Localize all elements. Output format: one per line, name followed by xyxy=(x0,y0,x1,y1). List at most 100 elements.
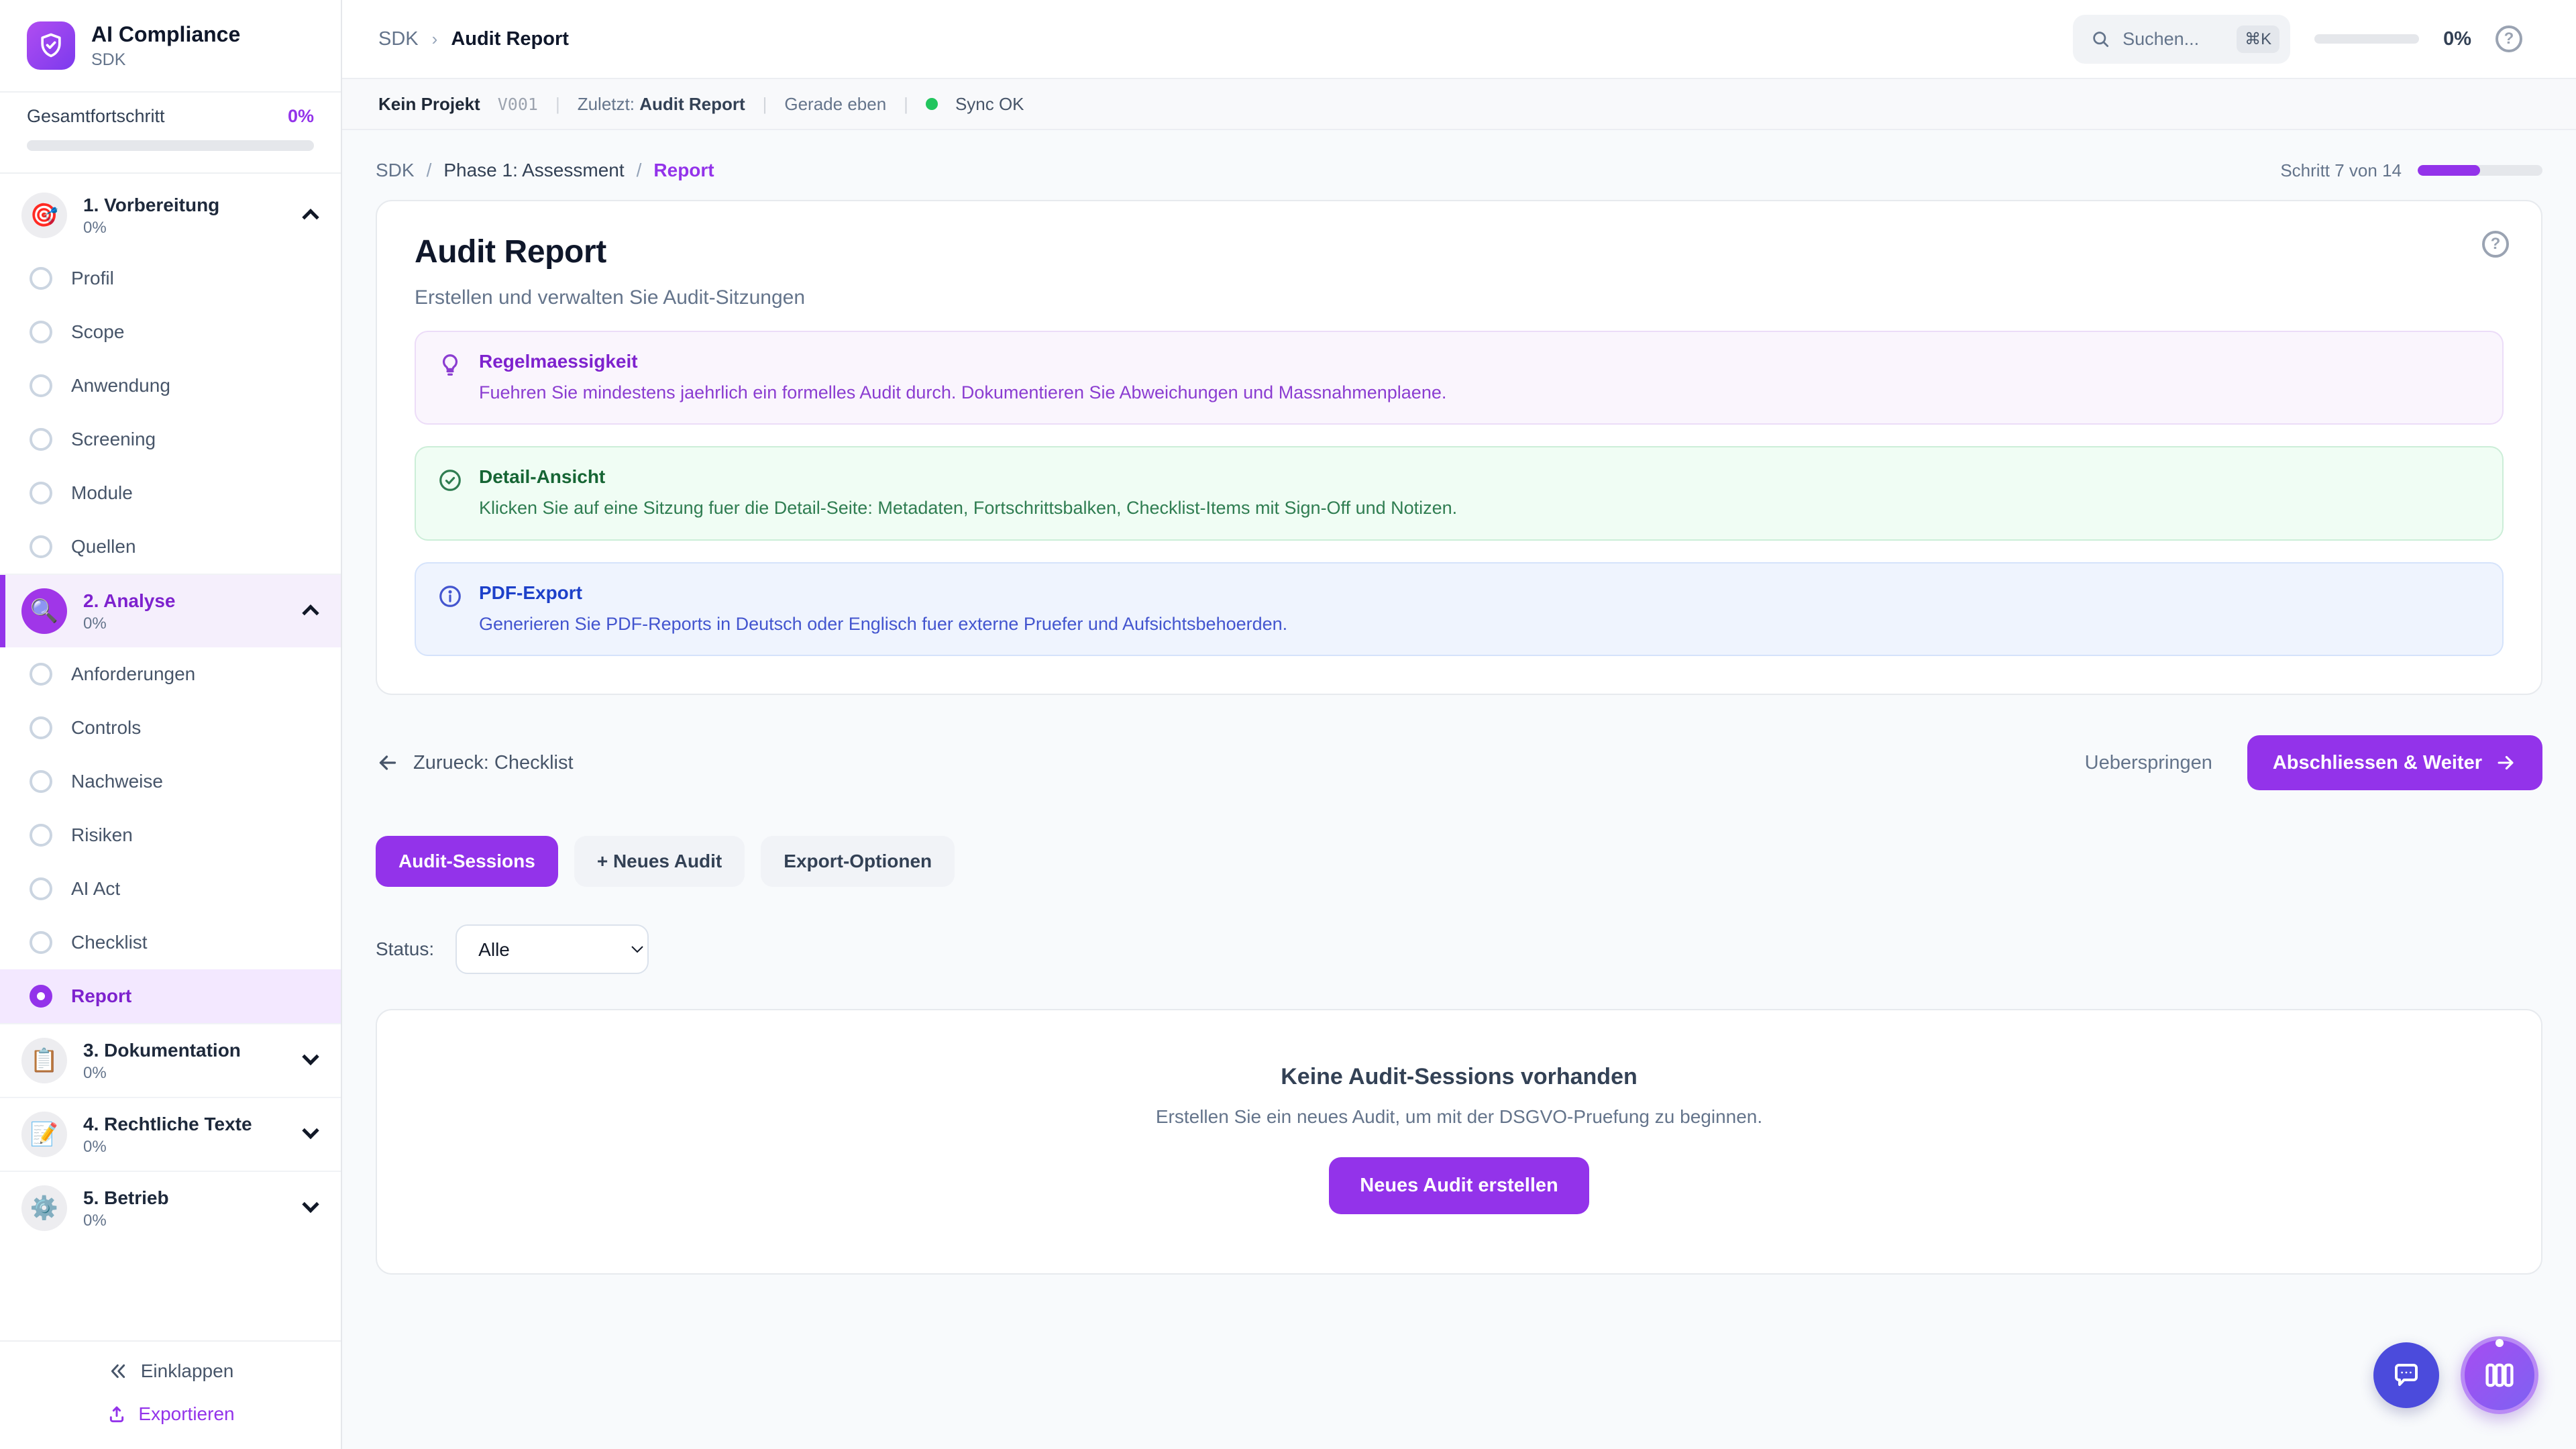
sidebar-item-risiken[interactable]: Risiken xyxy=(0,808,341,862)
sidebar-item-controls[interactable]: Controls xyxy=(0,701,341,755)
sidebar-item-checklist[interactable]: Checklist xyxy=(0,916,341,969)
info-box-title: PDF-Export xyxy=(479,582,582,603)
gear-icon: ⚙️ xyxy=(21,1185,67,1231)
breadcrumb-current: Audit Report xyxy=(451,28,569,50)
back-button[interactable]: Zurueck: Checklist xyxy=(376,751,574,775)
sidebar: AI Compliance SDK Gesamtfortschritt 0% 🎯… xyxy=(0,0,342,1449)
radio-icon xyxy=(30,716,52,739)
info-box-pdf-export: PDF-Export Generieren Sie PDF-Reports in… xyxy=(415,561,2504,657)
info-box-title: Detail-Ansicht xyxy=(479,466,606,488)
topbar: SDK › Audit Report ⌘K 0% ? xyxy=(342,0,2576,79)
empty-state-text: Erstellen Sie ein neues Audit, um mit de… xyxy=(1155,1106,1763,1128)
sidebar-section-betrieb: ⚙️ 5. Betrieb 0% xyxy=(0,1171,341,1244)
app-logo xyxy=(27,21,75,70)
search-input[interactable] xyxy=(2123,28,2225,50)
sidebar-item-profil[interactable]: Profil xyxy=(0,252,341,305)
page-subtitle: Erstellen und verwalten Sie Audit-Sitzun… xyxy=(415,286,806,309)
sidebar-item-module[interactable]: Module xyxy=(0,466,341,520)
radio-icon xyxy=(30,428,52,451)
tab-export-optionen[interactable]: Export-Optionen xyxy=(761,836,955,888)
floating-buttons xyxy=(2373,1336,2538,1414)
app-subtitle: SDK xyxy=(91,50,126,69)
radio-icon xyxy=(30,931,52,954)
sidebar-item-quellen[interactable]: Quellen xyxy=(0,520,341,574)
sidebar-section-header-rechtliche-texte[interactable]: 📝 4. Rechtliche Texte 0% xyxy=(0,1098,341,1171)
skip-button[interactable]: Ueberspringen xyxy=(2084,751,2212,773)
breadcrumb-separator: / xyxy=(426,160,432,180)
create-audit-button[interactable]: Neues Audit erstellen xyxy=(1329,1157,1589,1215)
sidebar-item-report[interactable]: Report xyxy=(0,969,341,1023)
back-label: Zurueck: Checklist xyxy=(413,751,574,773)
status-filter-select[interactable]: Alle xyxy=(455,924,649,975)
sidebar-section-header-betrieb[interactable]: ⚙️ 5. Betrieb 0% xyxy=(0,1172,341,1244)
sidebar-footer: Einklappen Exportieren xyxy=(0,1340,341,1449)
sidebar-item-nachweise[interactable]: Nachweise xyxy=(0,755,341,808)
radio-icon xyxy=(30,770,52,793)
tab-audit-sessions[interactable]: Audit-Sessions xyxy=(376,836,558,888)
breadcrumb-sdk[interactable]: SDK xyxy=(376,160,415,180)
board-fab[interactable] xyxy=(2461,1336,2538,1414)
breadcrumb-phase[interactable]: Phase 1: Assessment xyxy=(443,160,625,180)
header-progress-value: 0% xyxy=(2443,28,2471,50)
radio-icon xyxy=(30,824,52,847)
sync-status-dot xyxy=(925,98,938,110)
radio-icon xyxy=(30,374,52,397)
search-box[interactable]: ⌘K xyxy=(2073,14,2291,64)
sidebar-nav: 🎯 1. Vorbereitung 0% Profil Scope Anwend… xyxy=(0,174,341,1340)
sidebar-section-header-vorbereitung[interactable]: 🎯 1. Vorbereitung 0% xyxy=(0,179,341,252)
sidebar-item-label: Screening xyxy=(71,429,156,449)
sidebar-item-label: Quellen xyxy=(71,536,136,557)
sidebar-item-scope[interactable]: Scope xyxy=(0,305,341,359)
info-box-regelmaessigkeit: Regelmaessigkeit Fuehren Sie mindestens … xyxy=(415,331,2504,425)
radio-icon xyxy=(30,482,52,504)
search-icon xyxy=(2093,32,2109,47)
project-name: Kein Projekt xyxy=(378,93,480,114)
overall-progress-block: Gesamtfortschritt 0% xyxy=(0,91,341,174)
empty-state-title: Keine Audit-Sessions vorhanden xyxy=(1281,1064,1638,1090)
breadcrumb-separator: › xyxy=(431,28,438,49)
collapse-sidebar-button[interactable]: Einklappen xyxy=(107,1360,234,1382)
last-label: Zuletzt: xyxy=(577,93,635,114)
finish-next-button[interactable]: Abschliessen & Weiter xyxy=(2247,735,2542,791)
radio-icon xyxy=(30,321,52,343)
collapse-label: Einklappen xyxy=(140,1360,234,1381)
sidebar-section-header-dokumentation[interactable]: 📋 3. Dokumentation 0% xyxy=(0,1024,341,1097)
sidebar-item-anforderungen[interactable]: Anforderungen xyxy=(0,647,341,701)
step-progress-group: Schritt 7 von 14 xyxy=(2280,160,2542,181)
clipboard-icon: 📋 xyxy=(21,1038,67,1083)
card-help-button[interactable]: ? xyxy=(2482,231,2509,258)
sidebar-section-vorbereitung: 🎯 1. Vorbereitung 0% Profil Scope Anwend… xyxy=(0,179,341,574)
topbar-breadcrumb: SDK › Audit Report xyxy=(378,28,569,50)
info-circle-icon xyxy=(439,586,461,607)
sidebar-header: AI Compliance SDK xyxy=(0,0,341,91)
last-value: Audit Report xyxy=(639,93,745,114)
sidebar-item-label: Controls xyxy=(71,717,142,738)
section-title: 2. Analyse xyxy=(83,590,176,611)
overall-progress-value: 0% xyxy=(287,106,314,126)
info-box-body: Klicken Sie auf eine Sitzung fuer die De… xyxy=(479,498,1458,519)
export-button[interactable]: Exportieren xyxy=(106,1403,235,1425)
sidebar-item-anwendung[interactable]: Anwendung xyxy=(0,359,341,413)
info-box-body: Generieren Sie PDF-Reports in Deutsch od… xyxy=(479,613,1288,634)
export-label: Exportieren xyxy=(138,1403,235,1424)
breadcrumb-root[interactable]: SDK xyxy=(378,28,419,50)
status-divider: | xyxy=(904,93,908,114)
chat-fab[interactable] xyxy=(2373,1342,2439,1408)
chevron-down-icon xyxy=(302,1122,319,1140)
sidebar-item-screening[interactable]: Screening xyxy=(0,413,341,466)
sidebar-section-header-analyse[interactable]: 🔍 2. Analyse 0% xyxy=(0,575,341,647)
section-percent: 0% xyxy=(83,614,107,633)
section-title: 5. Betrieb xyxy=(83,1187,169,1208)
section-percent: 0% xyxy=(83,1137,107,1156)
overall-progress-bar xyxy=(27,140,314,151)
shield-check-icon xyxy=(41,33,61,58)
page-title: Audit Report xyxy=(415,234,606,270)
sidebar-item-ai-act[interactable]: AI Act xyxy=(0,862,341,916)
magnifier-icon: 🔍 xyxy=(21,588,67,634)
check-circle-icon xyxy=(439,470,461,492)
section-title: 3. Dokumentation xyxy=(83,1039,241,1061)
main-area: SDK › Audit Report ⌘K 0% ? Kein Projekt … xyxy=(342,0,2576,1449)
tab-neues-audit[interactable]: + Neues Audit xyxy=(574,836,745,888)
help-button[interactable]: ? xyxy=(2496,25,2522,52)
